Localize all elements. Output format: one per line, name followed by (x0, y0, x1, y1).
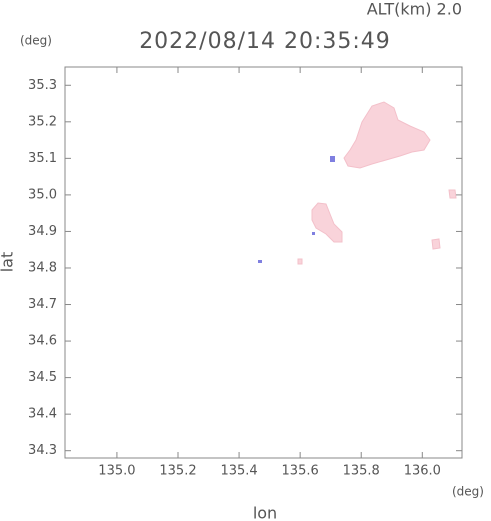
x-axis-label: lon (253, 504, 277, 521)
x-tick-label: 135.4 (220, 464, 257, 479)
altitude-label: ALT(km) 2.0 (367, 0, 462, 19)
y-tick-label: 35.2 (28, 114, 57, 129)
y-tick-label: 34.7 (28, 297, 57, 312)
x-tick-label: 135.6 (282, 464, 319, 479)
x-tick-label: 135.2 (159, 464, 196, 479)
x-tick-label: 135.0 (98, 464, 135, 479)
y-tick-label: 34.5 (28, 370, 57, 385)
y-tick-label: 34.4 (28, 407, 57, 422)
echo-edges (258, 156, 335, 263)
plot-frame (64, 66, 463, 459)
y-tick-label: 34.9 (28, 224, 57, 239)
y-tick-label: 35.1 (28, 151, 57, 166)
y-tick-label: 34.8 (28, 260, 57, 275)
y-tick-label: 34.6 (28, 334, 57, 349)
x-tick-label: 136.0 (404, 464, 441, 479)
y-tick-label: 34.3 (28, 443, 57, 458)
y-axis-label: lat (0, 252, 17, 273)
y-tick-label: 35.0 (28, 187, 57, 202)
chart-title: 2022/08/14 20:35:49 (139, 29, 391, 54)
y-unit: (deg) (20, 34, 52, 48)
y-tick-label: 35.3 (28, 78, 57, 93)
x-unit: (deg) (452, 485, 484, 499)
x-tick-label: 135.8 (343, 464, 380, 479)
radar-echoes (297, 101, 457, 265)
